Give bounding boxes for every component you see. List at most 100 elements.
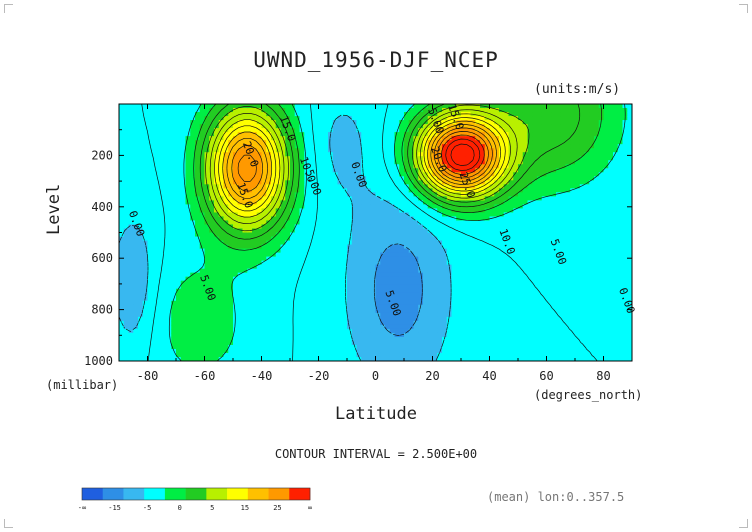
field-cell <box>408 156 415 161</box>
field-cell <box>465 304 472 310</box>
field-cell <box>123 320 130 326</box>
field-cell <box>451 260 457 266</box>
field-cell <box>166 140 172 145</box>
field-cell <box>133 348 139 354</box>
field-cell <box>413 312 419 318</box>
field-cell <box>347 156 353 161</box>
field-cell <box>152 148 158 153</box>
field-cell <box>166 148 172 153</box>
field-cell <box>418 304 424 310</box>
field-cell <box>247 312 253 318</box>
field-cell <box>147 320 153 326</box>
field-cell <box>261 316 267 322</box>
field-cell <box>418 104 424 109</box>
field-cell <box>470 248 476 254</box>
field-cell <box>323 116 329 121</box>
field-cell <box>389 348 396 354</box>
field-cell <box>432 108 438 113</box>
field-cell <box>228 216 234 222</box>
field-cell <box>204 324 210 330</box>
field-cell <box>285 252 291 258</box>
field-cell <box>299 236 305 242</box>
field-cell <box>237 200 244 205</box>
field-cell <box>413 200 419 205</box>
field-cell <box>480 344 486 350</box>
field-cell <box>309 268 315 274</box>
field-cell <box>119 188 125 193</box>
field-cell <box>142 288 149 294</box>
field-cell <box>185 164 191 169</box>
field-cell <box>185 300 191 306</box>
field-cell <box>461 300 467 306</box>
field-cell <box>361 260 367 266</box>
field-cell <box>394 252 400 258</box>
field-cell <box>252 356 258 361</box>
field-cell <box>218 304 225 310</box>
field-cell <box>356 144 362 149</box>
field-cell <box>190 248 196 254</box>
field-cell <box>480 196 486 201</box>
field-cell <box>313 104 320 109</box>
field-cell <box>119 156 125 161</box>
field-cell <box>451 156 457 161</box>
field-cell <box>290 104 296 109</box>
field-cell <box>171 152 177 157</box>
field-cell <box>209 272 215 278</box>
field-cell <box>266 288 272 294</box>
field-cell <box>242 216 248 222</box>
field-cell <box>190 252 196 258</box>
field-cell <box>256 228 263 234</box>
field-cell <box>432 156 438 161</box>
field-cell <box>318 276 324 282</box>
field-cell <box>394 120 400 125</box>
field-cell <box>394 352 400 358</box>
field-cell <box>385 328 391 334</box>
field-cell <box>161 344 168 350</box>
field-cell <box>456 232 462 238</box>
field-cell <box>304 260 310 266</box>
field-cell <box>233 128 239 133</box>
field-cell <box>247 304 253 310</box>
field-cell <box>223 200 229 205</box>
field-cell <box>451 300 457 306</box>
field-cell <box>228 344 234 350</box>
field-cell <box>199 164 206 169</box>
field-cell <box>138 268 144 274</box>
field-cell <box>408 320 415 326</box>
field-cell <box>480 340 486 346</box>
field-cell <box>323 236 329 242</box>
field-cell <box>152 120 158 125</box>
field-cell <box>271 184 277 189</box>
field-cell <box>166 192 172 197</box>
field-cell <box>432 296 438 302</box>
field-cell <box>475 352 481 358</box>
field-cell <box>442 140 448 145</box>
field-cell <box>332 120 339 125</box>
field-cell <box>185 276 191 282</box>
field-cell <box>271 304 277 310</box>
field-cell <box>408 248 415 254</box>
field-cell <box>418 308 424 314</box>
field-cell <box>366 136 372 141</box>
field-cell <box>266 240 272 246</box>
field-cell <box>423 156 429 161</box>
field-cell <box>413 352 419 358</box>
field-cell <box>332 156 339 161</box>
field-cell <box>399 352 405 358</box>
field-cell <box>328 188 334 193</box>
field-cell <box>399 252 405 258</box>
field-cell <box>309 152 315 157</box>
field-cell <box>370 108 377 113</box>
field-cell <box>356 300 362 306</box>
field-cell <box>119 176 125 181</box>
field-cell <box>370 208 377 214</box>
field-cell <box>423 276 429 282</box>
field-cell <box>166 304 172 310</box>
field-cell <box>465 108 472 113</box>
field-cell <box>209 144 215 149</box>
field-cell <box>152 112 158 117</box>
field-cell <box>157 292 163 298</box>
field-cell <box>190 276 196 282</box>
field-cell <box>209 288 215 294</box>
field-cell <box>128 224 134 230</box>
